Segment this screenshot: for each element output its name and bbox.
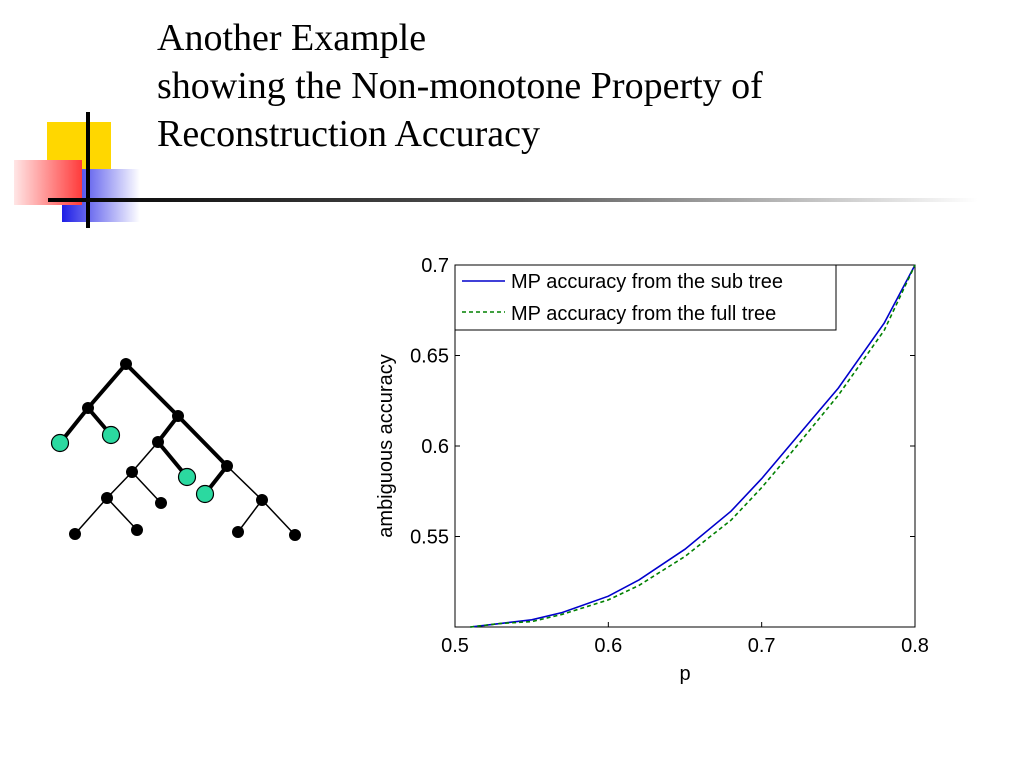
x-tick-label: 0.5: [441, 635, 469, 657]
tree-edge: [176, 414, 229, 468]
y-tick-label: 0.55: [410, 527, 449, 549]
y-tick-label: 0.6: [421, 436, 449, 458]
tree-node: [131, 524, 143, 536]
tree-edge: [86, 362, 128, 410]
tree-edge: [261, 499, 296, 536]
series-line-sub-tree: [470, 264, 916, 628]
tree-node: [120, 358, 132, 370]
tree-edge: [237, 499, 263, 533]
horizontal-rule: [48, 198, 978, 202]
title-line-1: Another Example: [157, 17, 427, 59]
legend-box: [454, 264, 837, 331]
observed-leaf: [177, 467, 197, 487]
y-tick-label: 0.7: [421, 255, 449, 277]
x-tick-label: 0.8: [901, 635, 929, 657]
tree-node: [172, 410, 184, 422]
tree-edge: [131, 471, 162, 504]
tree-node: [256, 494, 268, 506]
tree-edge: [74, 497, 108, 535]
observed-leaf: [50, 433, 70, 453]
observed-leaf: [195, 484, 215, 504]
tree-node: [221, 460, 233, 472]
slide-decoration: [14, 112, 978, 228]
red-square: [14, 160, 82, 205]
tree-node: [69, 528, 81, 540]
slide-title: Another Example showing the Non-monotone…: [157, 14, 1017, 158]
tree-node: [152, 436, 164, 448]
tree-node: [155, 497, 167, 509]
tree-node: [101, 492, 113, 504]
observed-leaf: [101, 425, 121, 445]
vertical-rule: [86, 112, 90, 228]
x-tick-label: 0.7: [748, 635, 776, 657]
tree-edge: [106, 497, 138, 531]
title-line-2: showing the Non-monotone Property of: [157, 65, 763, 107]
y-axis: 0.55 0.6 0.65 0.7: [410, 255, 915, 549]
tree-node: [126, 466, 138, 478]
title-line-3: Reconstruction Accuracy: [157, 113, 541, 155]
x-axis-label: p: [679, 663, 690, 685]
tree-node: [289, 529, 301, 541]
tree-node: [82, 402, 94, 414]
tree-edge: [124, 362, 180, 418]
series-layer: [470, 264, 916, 628]
x-tick-label: 0.6: [594, 635, 622, 657]
y-axis-label: ambiguous accuracy: [375, 354, 397, 537]
accuracy-chart: 0.5 0.6 0.7 0.8 0.55 0.6 0.65 0.7 MP accuracy …: [375, 255, 929, 685]
tree-edge: [226, 465, 263, 501]
legend-label-full-tree: MP accuracy from the full tree: [511, 303, 776, 325]
legend-label-sub-tree: MP accuracy from the sub tree: [511, 271, 783, 293]
tree-node: [232, 526, 244, 538]
y-tick-label: 0.65: [410, 346, 449, 368]
tree-edge: [106, 471, 133, 499]
x-axis: 0.5 0.6 0.7 0.8: [441, 265, 929, 657]
tree-edge: [131, 441, 159, 473]
phylogenetic-tree: [50, 358, 301, 541]
legend: MP accuracy from the sub tree MP accurac…: [454, 264, 837, 331]
